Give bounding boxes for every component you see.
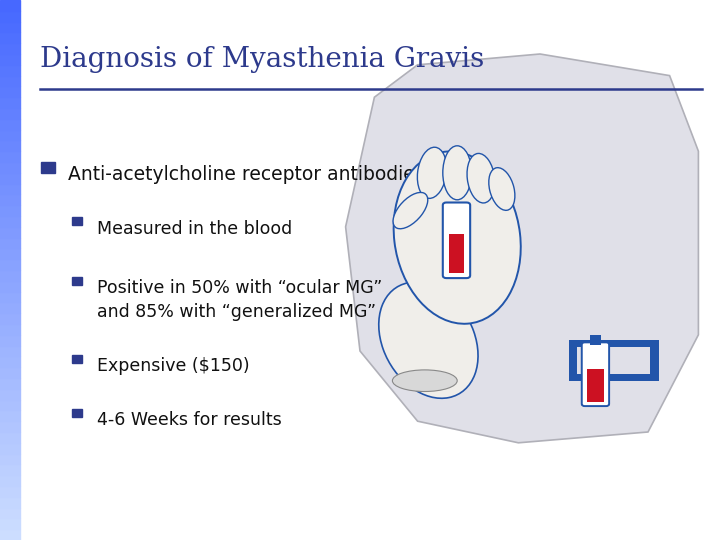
Bar <box>0 356 20 367</box>
Bar <box>72 276 82 285</box>
Bar <box>0 443 20 454</box>
Ellipse shape <box>443 146 472 200</box>
Bar <box>0 248 20 259</box>
Ellipse shape <box>392 370 457 392</box>
Bar <box>0 281 20 292</box>
Bar <box>0 454 20 464</box>
Bar <box>0 0 20 11</box>
Bar <box>0 464 20 475</box>
Bar <box>0 324 20 335</box>
Bar <box>72 217 82 226</box>
Bar <box>587 369 604 402</box>
Bar <box>569 340 659 347</box>
Ellipse shape <box>379 282 478 399</box>
Bar <box>0 508 20 518</box>
Ellipse shape <box>489 167 515 211</box>
Bar <box>0 367 20 378</box>
Bar <box>0 335 20 346</box>
Bar <box>41 162 55 173</box>
FancyBboxPatch shape <box>582 342 609 406</box>
Bar <box>0 130 20 140</box>
Text: Anti-acetylcholine receptor antibodies: Anti-acetylcholine receptor antibodies <box>68 165 425 184</box>
Bar <box>0 194 20 205</box>
Bar <box>0 292 20 302</box>
Ellipse shape <box>418 147 446 198</box>
Text: Measured in the blood: Measured in the blood <box>97 220 292 238</box>
Ellipse shape <box>394 151 521 324</box>
Bar <box>650 340 659 381</box>
Bar <box>0 173 20 184</box>
Text: Positive in 50% with “ocular MG”
and 85% with “generalized MG”: Positive in 50% with “ocular MG” and 85%… <box>97 279 382 321</box>
Text: Expensive ($150): Expensive ($150) <box>97 357 250 375</box>
Bar <box>0 54 20 65</box>
Bar <box>0 11 20 22</box>
Bar <box>0 486 20 497</box>
Bar <box>0 302 20 313</box>
Bar <box>0 238 20 248</box>
Bar <box>0 43 20 54</box>
Bar <box>449 234 464 273</box>
Bar <box>0 205 20 216</box>
Bar <box>0 184 20 194</box>
Bar <box>0 421 20 432</box>
Bar <box>0 432 20 443</box>
Bar <box>0 410 20 421</box>
Bar <box>0 313 20 324</box>
FancyBboxPatch shape <box>443 202 470 278</box>
Bar <box>0 162 20 173</box>
Bar <box>0 475 20 486</box>
Bar <box>72 355 82 363</box>
Bar <box>0 529 20 540</box>
Text: 4-6 Weeks for results: 4-6 Weeks for results <box>97 411 282 429</box>
Polygon shape <box>346 54 698 443</box>
Bar <box>0 270 20 281</box>
Bar <box>0 227 20 238</box>
Bar <box>590 335 601 345</box>
Bar <box>0 86 20 97</box>
Bar <box>0 65 20 76</box>
Bar <box>0 497 20 508</box>
Bar <box>0 76 20 86</box>
Bar <box>0 32 20 43</box>
Bar <box>0 389 20 400</box>
Bar <box>0 151 20 162</box>
Bar <box>0 119 20 130</box>
Ellipse shape <box>467 153 495 203</box>
Bar <box>72 409 82 417</box>
Bar <box>0 97 20 108</box>
Bar <box>0 378 20 389</box>
Bar <box>0 346 20 356</box>
Ellipse shape <box>393 192 428 229</box>
Bar <box>0 518 20 529</box>
Bar <box>0 140 20 151</box>
Bar <box>0 22 20 32</box>
Bar <box>0 108 20 119</box>
Bar <box>0 400 20 410</box>
Bar <box>569 374 659 381</box>
Bar <box>0 216 20 227</box>
Bar <box>569 340 577 381</box>
Bar <box>0 259 20 270</box>
Text: Diagnosis of Myasthenia Gravis: Diagnosis of Myasthenia Gravis <box>40 46 484 73</box>
